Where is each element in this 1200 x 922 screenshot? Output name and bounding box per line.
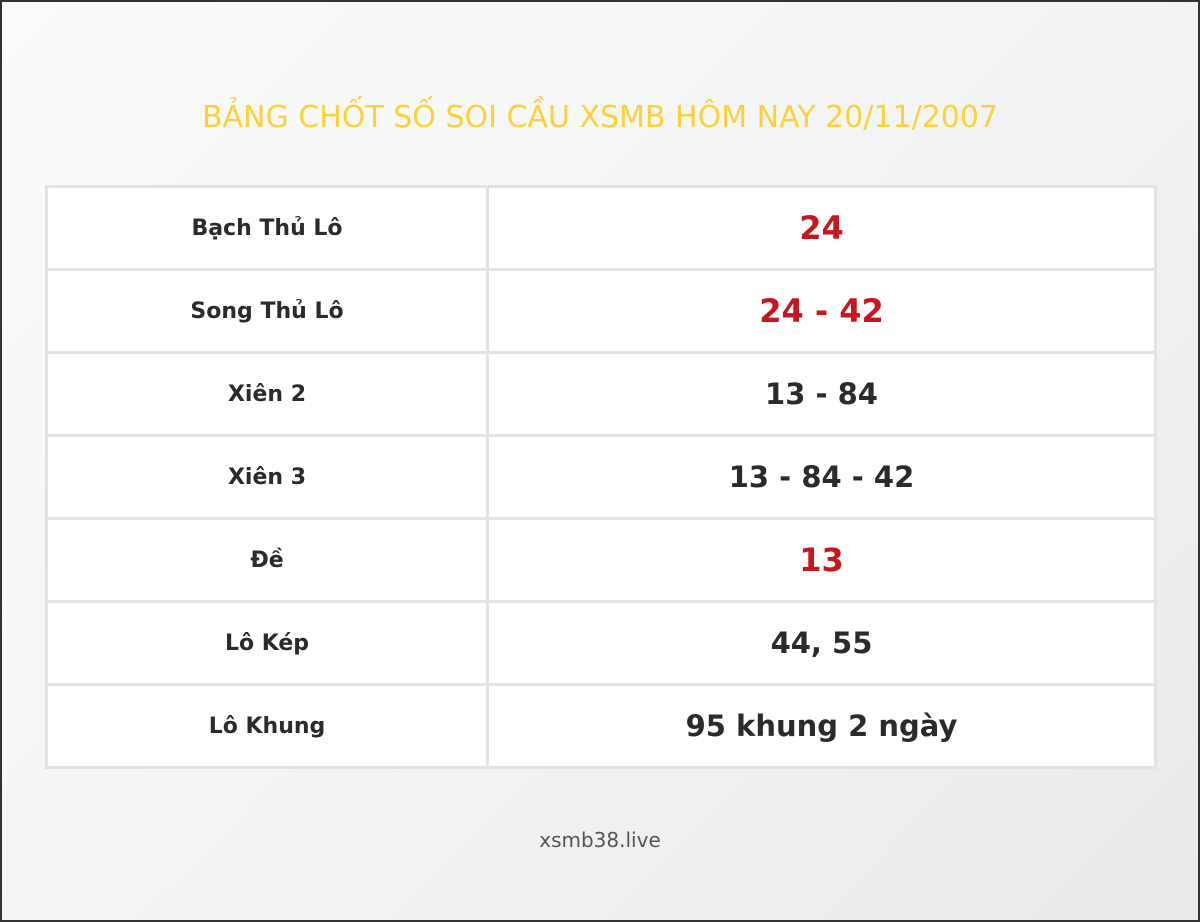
- row-value: 13 - 84: [486, 351, 1157, 437]
- row-label: Đề: [45, 517, 489, 603]
- table-row: Xiên 2 13 - 84: [45, 351, 1157, 437]
- row-value: 95 khung 2 ngày: [486, 683, 1157, 769]
- site-footer: xsmb38.live: [539, 828, 661, 852]
- row-value: 13 - 84 - 42: [486, 434, 1157, 520]
- page-title: BẢNG CHỐT SỐ SOI CẦU XSMB HÔM NAY 20/11/…: [201, 100, 999, 135]
- table-row: Song Thủ Lô 24 - 42: [45, 268, 1157, 354]
- row-label: Xiên 2: [45, 351, 489, 437]
- row-value: 44, 55: [486, 600, 1157, 686]
- row-value: 13: [486, 517, 1157, 603]
- row-label: Xiên 3: [45, 434, 489, 520]
- table-row: Lô Kép 44, 55: [45, 600, 1157, 686]
- row-value: 24 - 42: [486, 268, 1157, 354]
- table-row: Bạch Thủ Lô 24: [45, 185, 1157, 271]
- table-row: Đề 13: [45, 517, 1157, 603]
- prediction-table: Bạch Thủ Lô 24 Song Thủ Lô 24 - 42 Xiên 2 13 …: [45, 185, 1157, 769]
- table-row: Lô Khung 95 khung 2 ngày: [45, 683, 1157, 769]
- row-label: Lô Khung: [45, 683, 489, 769]
- table-row: Xiên 3 13 - 84 - 42: [45, 434, 1157, 520]
- row-label: Lô Kép: [45, 600, 489, 686]
- row-label: Bạch Thủ Lô: [45, 185, 489, 271]
- row-label: Song Thủ Lô: [45, 268, 489, 354]
- row-value: 24: [486, 185, 1157, 271]
